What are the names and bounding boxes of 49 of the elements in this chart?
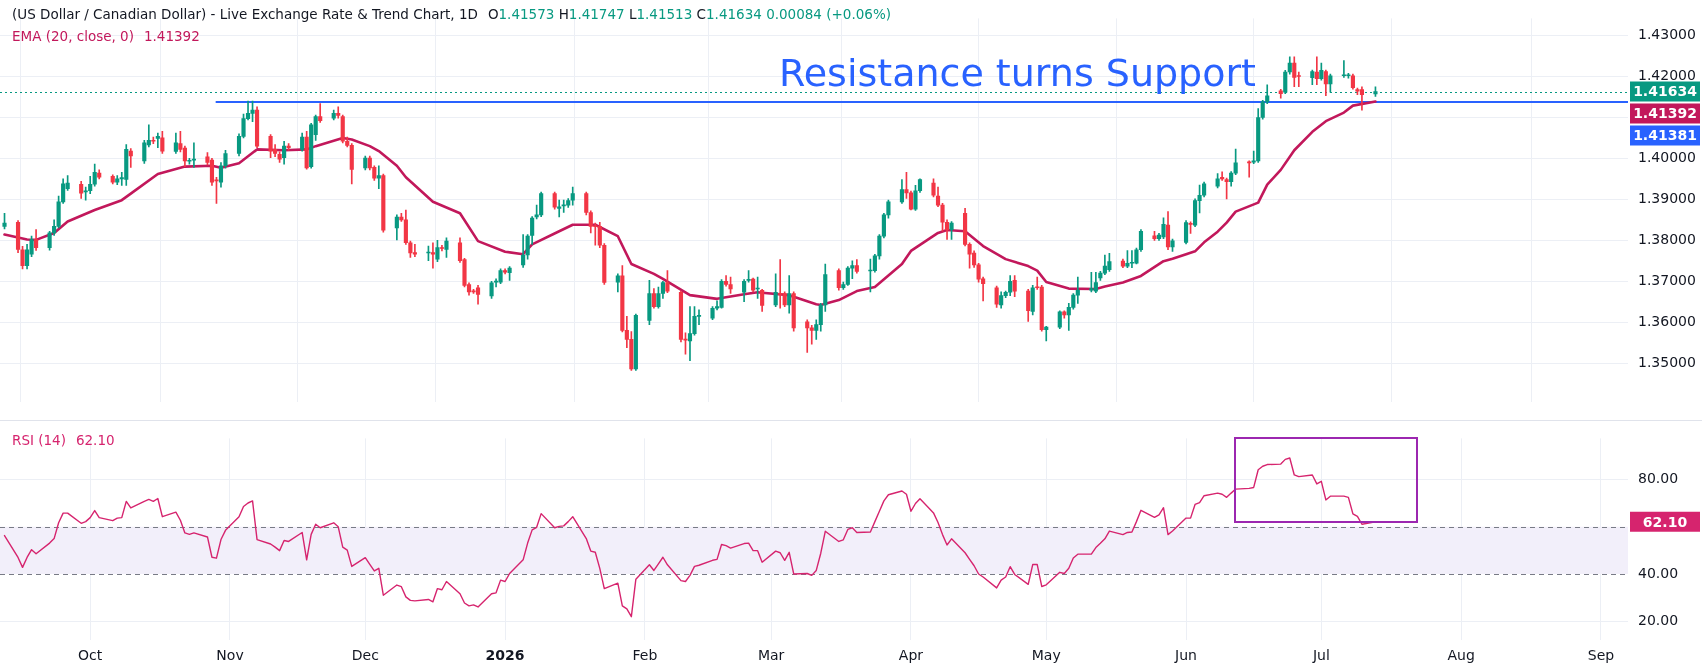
y-tick-label: 1.39000 <box>1638 190 1696 206</box>
x-tick-label: Feb <box>632 647 658 664</box>
candlestick <box>805 319 810 353</box>
candlestick <box>155 132 160 149</box>
x-tick-label: Jun <box>1174 647 1197 664</box>
y-tick-label: 1.36000 <box>1638 312 1696 329</box>
chart-subtitle: O1.41573 H1.41747 L1.41513 C1.41634 0.00084 (+0.06%) <box>487 6 891 22</box>
text: 62.10 <box>1642 513 1688 530</box>
candlestick <box>376 165 381 190</box>
y-tick-label: 1.35000 <box>1638 353 1696 370</box>
y-tick-label: 1.43000 <box>1638 26 1696 43</box>
annotation: 62.10 <box>75 432 115 448</box>
x-tick-label: Nov <box>216 647 244 664</box>
candlestick <box>430 242 436 269</box>
x-tick-label: Apr <box>898 647 924 664</box>
candlestick <box>778 259 783 309</box>
y-tick-label: 1.42000 <box>1638 67 1696 84</box>
y-tick-label: 1.37000 <box>1638 271 1696 288</box>
chart-title: (US Dollar / Canadian Dollar) - Live Exchange Rate & Trend Chart, 1D <box>12 6 478 22</box>
annotation: 1.41381 <box>1633 127 1697 144</box>
text: 1.41392 <box>143 28 200 44</box>
candlestick <box>809 325 814 345</box>
candlestick <box>318 103 323 123</box>
x-tick-label: Oct <box>78 647 103 664</box>
annotation: Resistance turns Support <box>779 51 1256 96</box>
x-tick-label: 2026 <box>485 647 525 664</box>
x-tick-label: Mar <box>757 647 785 664</box>
text: EMA (20, close, 0) <box>12 28 134 44</box>
candlestick <box>412 244 417 257</box>
candlestick <box>1341 60 1346 78</box>
y-tick-label: 20.00 <box>1638 611 1679 628</box>
candlestick <box>1129 250 1135 269</box>
y-tick-label: 40.00 <box>1638 564 1679 581</box>
candlestick <box>1359 86 1365 111</box>
candlestick <box>336 106 341 119</box>
candlestick <box>687 306 693 361</box>
candlestick <box>1044 325 1049 342</box>
ref-line-label: 1.41634 <box>1633 83 1698 100</box>
y-tick-label: 1.38000 <box>1638 230 1696 247</box>
x-tick-label: May <box>1031 647 1061 664</box>
annotation: 1.41392 <box>1633 105 1697 122</box>
x-tick-label: Sep <box>1587 647 1615 664</box>
x-tick-label: Aug <box>1447 647 1475 664</box>
x-tick-label: Jul <box>1311 647 1330 664</box>
y-tick-label: 80.00 <box>1638 470 1679 487</box>
y-tick-label: 1.40000 <box>1638 149 1696 166</box>
text: RSI (14) <box>12 432 66 448</box>
x-tick-label: Dec <box>351 647 379 664</box>
candlestick <box>557 199 562 218</box>
